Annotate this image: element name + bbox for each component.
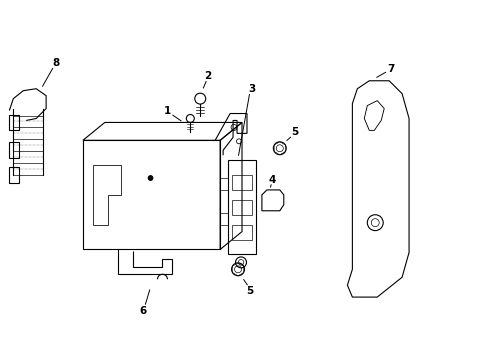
Text: 2: 2 [204, 71, 211, 81]
Text: 6: 6 [139, 306, 146, 316]
Text: 8: 8 [52, 58, 60, 68]
Text: 4: 4 [267, 175, 275, 185]
Text: 1: 1 [163, 105, 171, 116]
Circle shape [148, 176, 153, 180]
Text: 3: 3 [248, 84, 255, 94]
Text: 5: 5 [246, 286, 253, 296]
Text: 7: 7 [386, 64, 394, 74]
Text: 5: 5 [290, 127, 298, 138]
